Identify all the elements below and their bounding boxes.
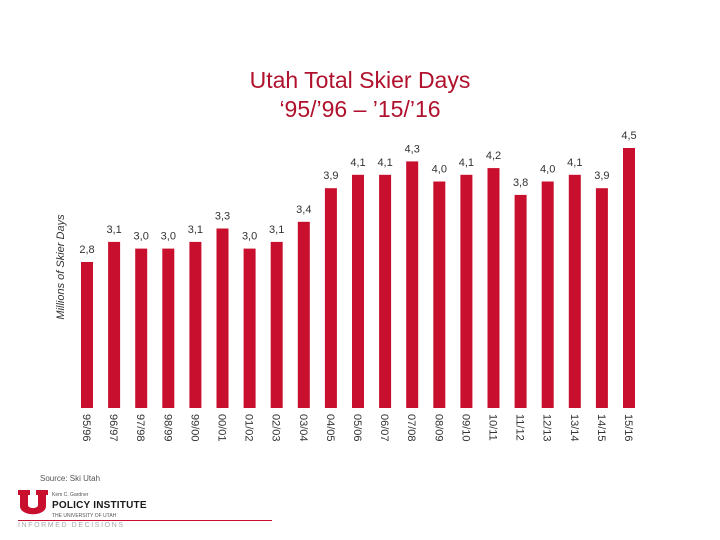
bar-02/03 — [270, 241, 283, 408]
data-label-99/00: 3,1 — [188, 224, 203, 236]
data-label-05/06: 4,1 — [350, 157, 365, 169]
chart-title-line-2: ‘95/’96 – ’15/’16 — [279, 96, 441, 122]
x-tick-label-06/07: 06/07 — [378, 414, 390, 442]
data-label-10/11: 4,2 — [486, 150, 501, 162]
tagline: INFORMED DECISIONS — [18, 522, 125, 529]
x-tick-label-03/04: 03/04 — [297, 414, 309, 442]
data-label-07/08: 4,3 — [405, 143, 420, 155]
chart-title: Utah Total Skier Days ‘95/’96 – ’15/’16 — [0, 66, 720, 124]
x-tick-label-08/09: 08/09 — [432, 414, 444, 442]
x-tick-label-96/97: 96/97 — [107, 414, 119, 442]
block-u-icon — [18, 490, 48, 515]
bar-03/04 — [297, 221, 310, 408]
org-name-line-1: Kem C. Gardner — [52, 492, 89, 498]
data-label-12/13: 4,0 — [540, 164, 555, 176]
x-tick-label-07/08: 07/08 — [405, 414, 417, 442]
bar-99/00 — [189, 241, 202, 408]
source-note: Source: Ski Utah — [40, 474, 101, 483]
x-tick-label-97/98: 97/98 — [134, 414, 146, 442]
x-tick-label-00/01: 00/01 — [216, 414, 228, 442]
x-tick-label-10/11: 10/11 — [487, 414, 499, 441]
bar-00/01 — [216, 228, 229, 408]
bar-98/99 — [162, 248, 175, 408]
data-label-98/99: 3,0 — [161, 231, 176, 243]
x-tick-label-15/16: 15/16 — [622, 414, 634, 442]
bar-14/15 — [595, 188, 608, 408]
bar-15/16 — [623, 148, 635, 408]
x-tick-label-98/99: 98/99 — [161, 414, 173, 442]
data-label-04/05: 3,9 — [323, 170, 338, 182]
data-label-02/03: 3,1 — [269, 224, 284, 236]
data-label-00/01: 3,3 — [215, 211, 230, 223]
x-tick-label-14/15: 14/15 — [595, 414, 607, 442]
data-label-95/96: 2,8 — [79, 244, 94, 256]
x-tick-label-09/10: 09/10 — [459, 414, 471, 442]
bar-09/10 — [460, 174, 473, 408]
bar-06/07 — [379, 174, 392, 408]
data-label-01/02: 3,0 — [242, 231, 257, 243]
data-label-09/10: 4,1 — [459, 157, 474, 169]
org-name-line-3: THE UNIVERSITY OF UTAH — [52, 513, 117, 519]
chart-title-line-1: Utah Total Skier Days — [249, 67, 471, 93]
x-tick-label-05/06: 05/06 — [351, 414, 363, 442]
bar-04/05 — [324, 188, 337, 408]
bar-01/02 — [243, 248, 256, 408]
x-tick-label-12/13: 12/13 — [541, 414, 553, 442]
x-tick-label-01/02: 01/02 — [243, 414, 255, 442]
bar-96/97 — [108, 241, 121, 408]
data-label-06/07: 4,1 — [377, 157, 392, 169]
bar-08/09 — [433, 181, 446, 408]
footer-divider — [18, 520, 272, 521]
x-tick-label-99/00: 99/00 — [188, 414, 200, 442]
data-label-14/15: 3,9 — [594, 170, 609, 182]
x-tick-label-13/14: 13/14 — [568, 414, 580, 442]
bar-05/06 — [352, 174, 364, 408]
bar-13/14 — [568, 174, 581, 408]
data-label-08/09: 4,0 — [432, 164, 447, 176]
data-label-13/14: 4,1 — [567, 157, 582, 169]
data-label-03/04: 3,4 — [296, 204, 311, 216]
data-label-96/97: 3,1 — [106, 224, 121, 236]
bar-10/11 — [487, 168, 500, 408]
bar-97/98 — [135, 248, 148, 408]
org-name-line-2: POLICY INSTITUTE — [52, 500, 147, 511]
bar-12/13 — [541, 181, 554, 408]
x-tick-label-95/96: 95/96 — [80, 414, 92, 442]
data-label-97/98: 3,0 — [134, 231, 149, 243]
x-tick-label-04/05: 04/05 — [324, 414, 336, 442]
data-label-11/12: 3,8 — [513, 177, 528, 189]
x-tick-label-11/12: 11/12 — [514, 414, 526, 441]
bar-11/12 — [514, 194, 527, 408]
bar-07/08 — [406, 161, 419, 408]
bar-95/96 — [81, 262, 93, 408]
x-tick-label-02/03: 02/03 — [270, 414, 282, 442]
data-label-15/16: 4,5 — [621, 130, 636, 142]
